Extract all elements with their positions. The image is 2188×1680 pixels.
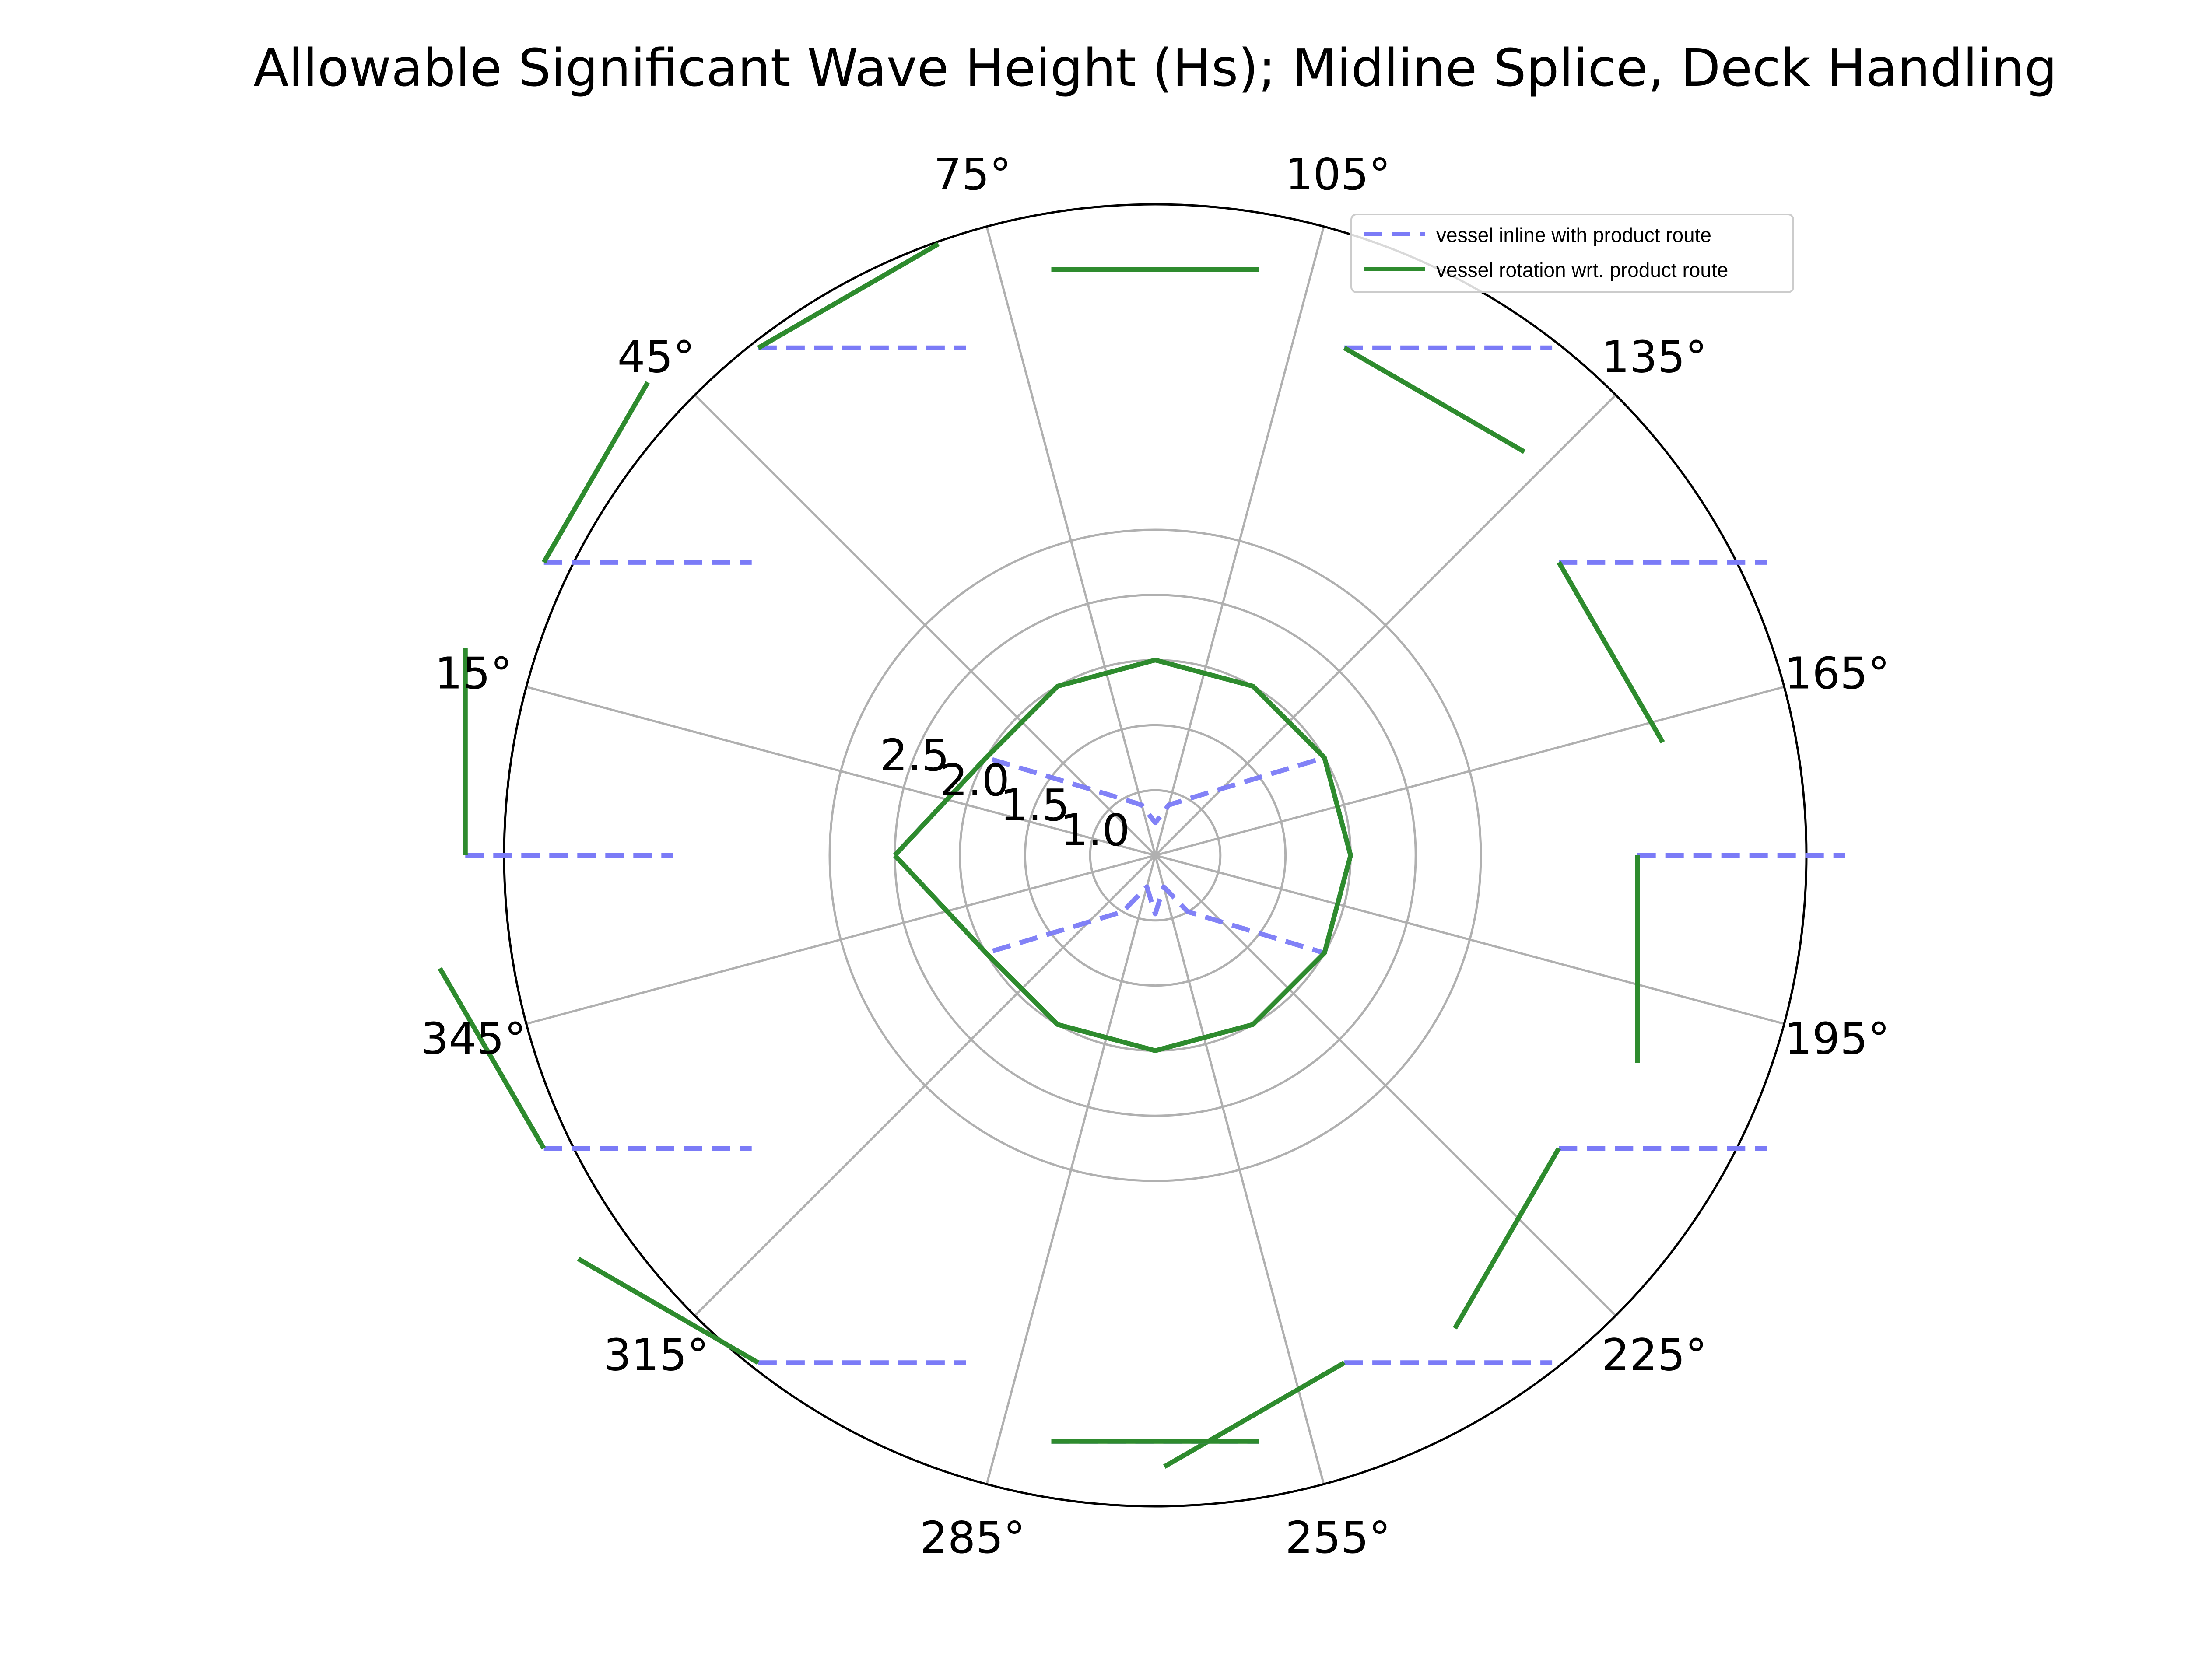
radial-tick-labels: 1.01.52.02.5: [880, 730, 1130, 856]
angle-tick-label: 105°: [1285, 149, 1391, 200]
angular-grid-line: [985, 226, 1157, 856]
angle-tick-label: 75°: [934, 149, 1011, 200]
orientation-segments: [438, 242, 1845, 1469]
legend-frame: [1350, 214, 1794, 293]
segment-rotation: [1453, 1147, 1561, 1330]
radial-tick-label: 2.5: [880, 730, 950, 781]
radial-tick-label: 2.0: [940, 755, 1010, 806]
series-lines: [893, 658, 1353, 1053]
angle-tick-label: 195°: [1785, 1013, 1890, 1064]
radial-grid-circle: [1089, 789, 1222, 922]
radial-tick-label: 1.5: [1000, 780, 1070, 831]
segment-rotation: [438, 967, 546, 1150]
polar-grid: [526, 226, 1785, 1484]
segment-rotation: [1557, 561, 1665, 744]
legend: vessel inline with product route vessel …: [1350, 214, 1794, 293]
angular-grid-line: [526, 686, 1156, 857]
angle-tick-label: 165°: [1785, 648, 1890, 699]
angle-tick-label: 285°: [920, 1512, 1025, 1563]
angular-grid-line: [694, 394, 1156, 856]
angular-grid-line: [694, 854, 1156, 1316]
angular-grid-line: [985, 855, 1157, 1484]
segment-rotation: [1163, 1361, 1346, 1469]
angular-grid-line: [1154, 855, 1325, 1484]
angle-tick-labels: 15° 45° 75° 105° 135° 165° 195° 225° 255° 285° 315…: [421, 149, 1890, 1563]
legend-label-inline: vessel inline with product route: [1436, 224, 1711, 246]
angle-tick-label: 315°: [603, 1330, 709, 1381]
angular-grid-line: [1154, 394, 1616, 856]
angle-tick-label: 345°: [421, 1013, 526, 1064]
angle-tick-label: 15°: [435, 648, 512, 699]
angular-grid-line: [1155, 686, 1785, 857]
angular-grid-line: [1155, 854, 1785, 1025]
angular-grid-line: [526, 854, 1156, 1025]
segment-rotation: [757, 242, 940, 350]
radial-tick-label: 1.0: [1060, 805, 1130, 856]
segment-rotation: [541, 381, 650, 564]
legend-label-rotation: vessel rotation wrt. product route: [1436, 259, 1728, 281]
angle-tick-label: 225°: [1602, 1330, 1707, 1381]
series-rotation-line: [893, 658, 1353, 1053]
segment-rotation: [1343, 346, 1526, 454]
segment-rotation: [577, 1256, 760, 1365]
chart-title: Allowable Significant Wave Height (Hs); …: [253, 38, 2057, 98]
radial-grid-circle: [1024, 724, 1287, 987]
angular-grid-line: [1154, 854, 1616, 1316]
angular-grid-line: [1154, 226, 1325, 856]
angle-tick-label: 45°: [617, 331, 695, 382]
angle-tick-label: 255°: [1285, 1512, 1391, 1563]
radial-grid-circle: [828, 528, 1482, 1182]
angle-tick-label: 135°: [1602, 331, 1707, 382]
